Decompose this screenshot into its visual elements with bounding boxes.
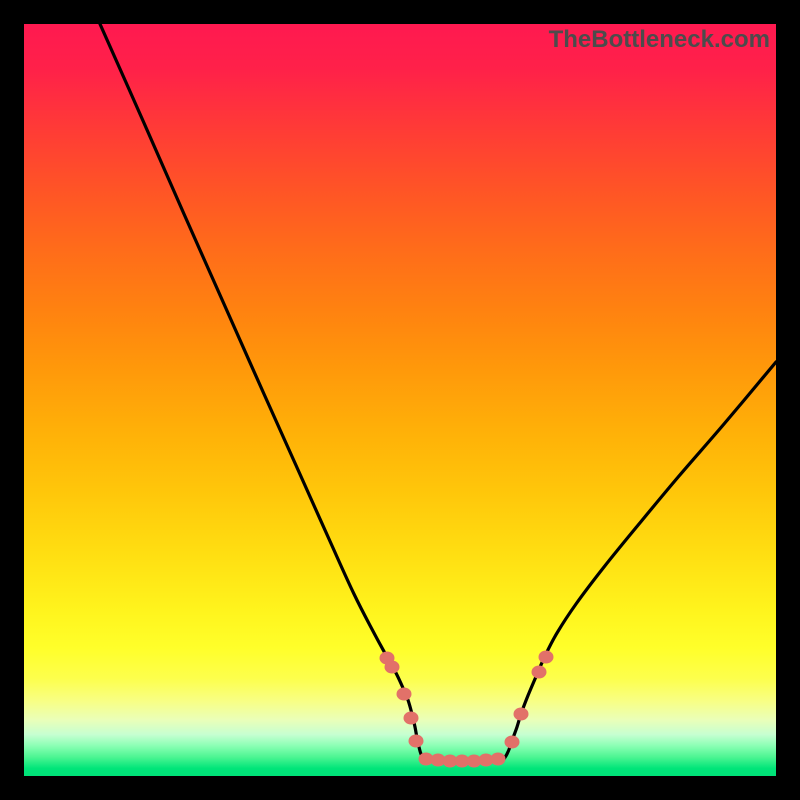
marker-14 [532, 666, 546, 678]
marker-2 [397, 688, 411, 700]
chart-svg [24, 24, 776, 776]
marker-3 [404, 712, 418, 724]
marker-4 [409, 735, 423, 747]
marker-1 [385, 661, 399, 673]
marker-11 [491, 753, 505, 765]
plot-area [24, 24, 776, 776]
outer-frame: TheBottleneck.com [0, 0, 800, 800]
watermark-text: TheBottleneck.com [549, 26, 770, 54]
marker-15 [539, 651, 553, 663]
gradient-background [24, 24, 776, 776]
marker-13 [514, 708, 528, 720]
marker-12 [505, 736, 519, 748]
